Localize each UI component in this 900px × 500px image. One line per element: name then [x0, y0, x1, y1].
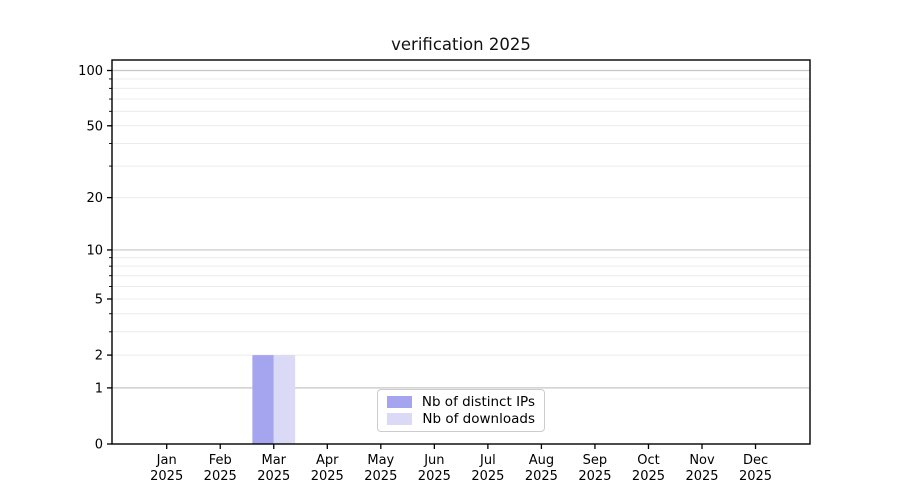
bar-mar-0	[252, 355, 274, 444]
x-tick-label-year: 2025	[257, 469, 290, 484]
x-tick-label-month: Oct	[637, 453, 659, 468]
bar-mar-1	[273, 355, 296, 444]
x-tick-label-year: 2025	[364, 469, 397, 484]
x-tick-label-year: 2025	[418, 469, 451, 484]
legend-item-distinct-ips: Nb of distinct IPs	[387, 394, 535, 410]
x-tick-label-month: Aug	[529, 453, 554, 468]
x-tick-label-month: Nov	[689, 453, 715, 468]
x-tick-label-month: Jul	[479, 453, 496, 468]
x-axis-ticks	[166, 444, 757, 449]
x-tick-label-month: Jan	[156, 453, 177, 468]
bars-group	[252, 355, 296, 444]
x-tick-label-month: Jun	[423, 453, 444, 468]
x-tick-label-year: 2025	[739, 469, 772, 484]
y-axis-minor-ticks	[109, 78, 112, 356]
x-tick-labels: Jan2025Feb2025Mar2025Apr2025May2025Jun20…	[150, 453, 772, 484]
x-tick-label-year: 2025	[685, 469, 718, 484]
legend-label-downloads: Nb of downloads	[422, 411, 535, 427]
y-tick-label: 1	[95, 381, 103, 396]
y-tick-label: 10	[86, 243, 103, 258]
x-tick-label-year: 2025	[150, 469, 183, 484]
gridlines-minor	[112, 78, 810, 356]
x-tick-label-month: May	[367, 453, 394, 468]
legend: Nb of distinct IPs Nb of downloads	[377, 389, 545, 432]
x-tick-label-month: Feb	[209, 453, 232, 468]
x-tick-label-year: 2025	[578, 469, 611, 484]
legend-label-distinct-ips: Nb of distinct IPs	[421, 394, 535, 410]
chart-title: verification 2025	[391, 35, 531, 54]
y-tick-label: 20	[86, 191, 103, 206]
x-tick-label-month: Mar	[261, 453, 286, 468]
x-tick-label-year: 2025	[204, 469, 237, 484]
gridlines-major	[112, 69, 810, 389]
x-tick-label-month: Sep	[583, 453, 608, 468]
x-tick-label-year: 2025	[632, 469, 665, 484]
legend-item-downloads: Nb of downloads	[387, 411, 535, 427]
x-tick-label-month: Apr	[316, 453, 339, 468]
x-tick-label-year: 2025	[525, 469, 558, 484]
y-tick-label: 0	[95, 438, 103, 453]
axis-frame	[111, 59, 811, 445]
x-tick-label-year: 2025	[471, 469, 504, 484]
x-tick-label-year: 2025	[311, 469, 344, 484]
y-tick-label: 2	[95, 349, 103, 364]
y-tick-label: 5	[95, 292, 103, 307]
y-tick-label: 50	[86, 119, 103, 134]
y-tick-label: 100	[78, 64, 103, 79]
legend-swatch-distinct-ips	[387, 396, 412, 408]
y-tick-labels: 0 1 2 5 10 20 50 100	[78, 64, 103, 452]
x-tick-label-month: Dec	[743, 453, 768, 468]
legend-swatch-downloads	[387, 413, 413, 425]
